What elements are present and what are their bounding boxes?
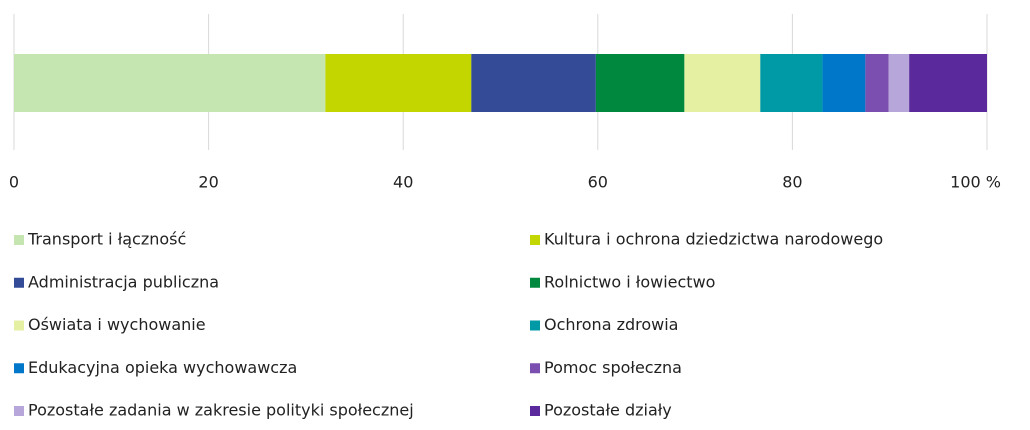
legend-swatch: [530, 406, 540, 416]
legend-label: Administracja publiczna: [28, 272, 219, 291]
bar-segment: [909, 54, 987, 112]
bar-segment: [325, 54, 472, 112]
legend-swatch: [530, 363, 540, 374]
legend-label: Pomoc społeczna: [544, 358, 682, 377]
bar-segment: [822, 54, 866, 112]
legend-label: Rolnictwo i łowiectwo: [544, 272, 715, 291]
legend-label: Kultura i ochrona dziedzictwa narodowego: [544, 230, 883, 249]
x-tick-label: 80: [782, 173, 802, 192]
x-tick-label: 60: [588, 173, 608, 192]
bar-segment: [14, 54, 326, 112]
legend-label: Edukacyjna opieka wychowawcza: [28, 358, 297, 377]
bar-segment: [760, 54, 823, 112]
x-tick-label: 100 %: [950, 173, 1001, 192]
bar-segment: [471, 54, 596, 112]
bar-segment: [684, 54, 761, 112]
legend-swatch: [14, 235, 24, 245]
legend-label: Pozostałe zadania w zakresie polityki sp…: [28, 401, 414, 420]
legend-swatch: [14, 277, 24, 288]
legend-swatch: [14, 406, 24, 416]
legend-label: Oświata i wychowanie: [28, 315, 206, 334]
legend-label: Pozostałe działy: [544, 401, 672, 420]
bar-segment: [888, 54, 910, 112]
x-tick-label: 20: [198, 173, 218, 192]
legend-label: Transport i łączność: [27, 230, 186, 249]
legend-swatch: [530, 277, 540, 288]
legend-label: Ochrona zdrowia: [544, 315, 678, 334]
legend-swatch: [530, 320, 540, 331]
legend-swatch: [14, 320, 24, 331]
legend-swatch: [14, 363, 24, 374]
bar-segment: [865, 54, 889, 112]
x-tick-label: 40: [393, 173, 413, 192]
legend-swatch: [530, 235, 540, 245]
x-tick-label: 0: [9, 173, 19, 192]
bar-segment: [595, 54, 685, 112]
